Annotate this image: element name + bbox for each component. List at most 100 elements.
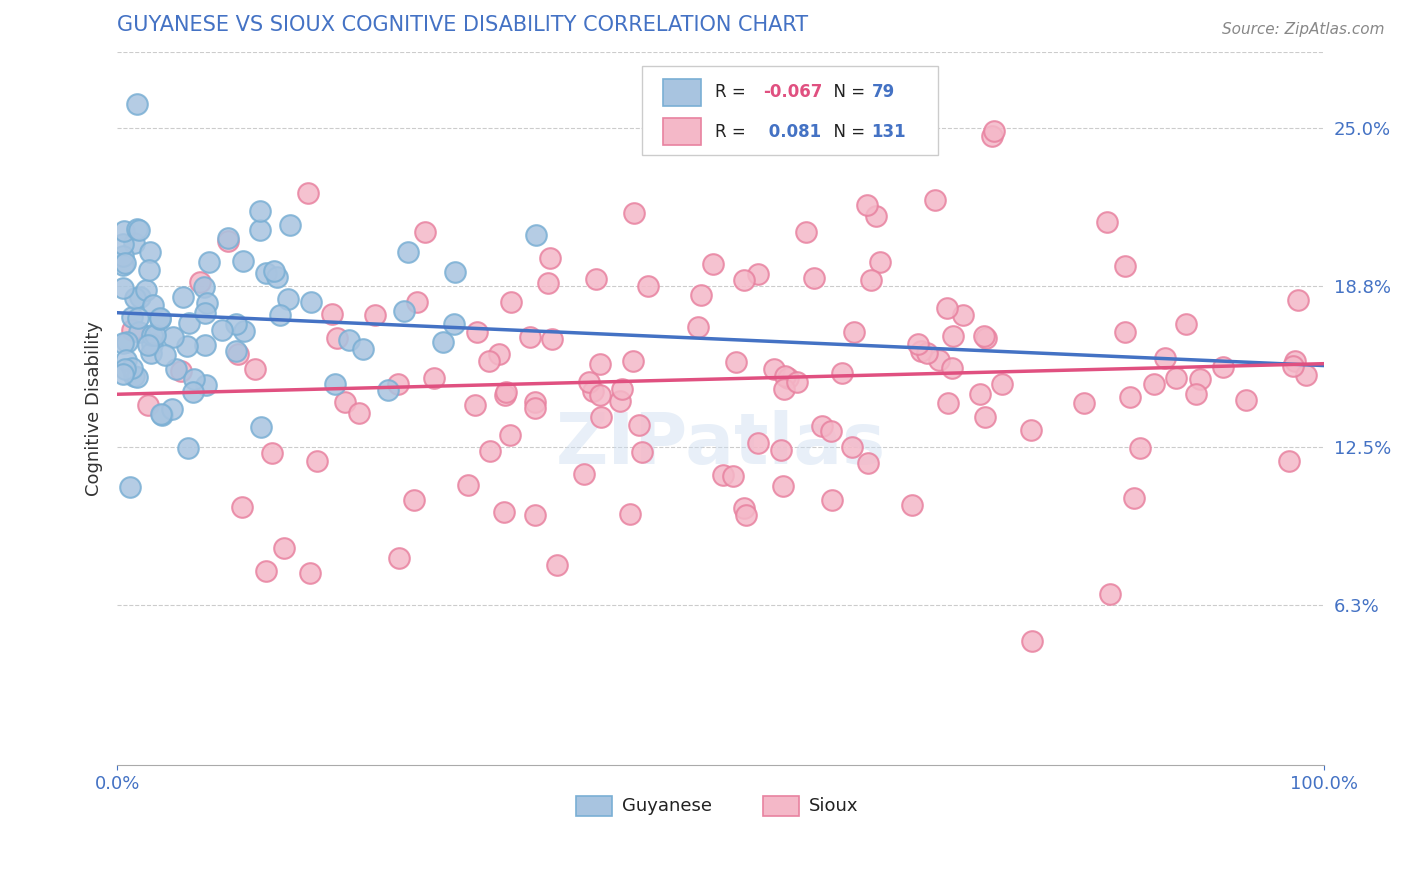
Point xyxy=(135,283,157,297)
Point xyxy=(172,290,194,304)
Point xyxy=(443,317,465,331)
Point xyxy=(537,276,560,290)
Point xyxy=(541,332,564,346)
Point xyxy=(194,306,217,320)
Point xyxy=(299,566,322,580)
Point xyxy=(1174,317,1197,331)
Point xyxy=(269,309,291,323)
Point xyxy=(112,258,135,272)
Point xyxy=(394,303,416,318)
Point xyxy=(735,508,758,523)
Point xyxy=(139,345,162,359)
Point xyxy=(121,310,143,324)
Point xyxy=(856,198,879,212)
Point xyxy=(225,318,247,332)
Point xyxy=(772,383,794,397)
Point xyxy=(721,469,744,483)
Point xyxy=(924,193,946,207)
Point xyxy=(1166,371,1188,385)
Point xyxy=(136,338,159,352)
Point xyxy=(524,401,547,415)
Point xyxy=(266,270,288,285)
Point xyxy=(118,480,141,494)
FancyBboxPatch shape xyxy=(576,797,612,816)
Point xyxy=(941,360,963,375)
Point xyxy=(1119,390,1142,404)
Point xyxy=(631,445,654,459)
Point xyxy=(194,338,217,352)
Point xyxy=(121,323,143,337)
Point xyxy=(1073,396,1095,410)
Point xyxy=(176,339,198,353)
Point xyxy=(347,406,370,420)
Point xyxy=(406,294,429,309)
Point xyxy=(143,328,166,343)
Point xyxy=(377,383,399,397)
Point xyxy=(115,353,138,368)
Point xyxy=(387,376,409,391)
Point xyxy=(112,336,135,351)
Point xyxy=(149,311,172,326)
Point xyxy=(165,362,187,376)
Point xyxy=(194,378,217,392)
Point xyxy=(841,441,863,455)
Point xyxy=(499,427,522,442)
Point xyxy=(747,436,769,450)
Point xyxy=(177,316,200,330)
FancyBboxPatch shape xyxy=(662,118,702,145)
Point xyxy=(980,129,1002,144)
Point xyxy=(1295,368,1317,382)
Point xyxy=(278,218,301,232)
Point xyxy=(974,330,997,344)
Text: Source: ZipAtlas.com: Source: ZipAtlas.com xyxy=(1222,22,1385,37)
Point xyxy=(112,368,135,382)
Point xyxy=(538,251,561,265)
Point xyxy=(1188,372,1211,386)
Point xyxy=(115,334,138,349)
Text: N =: N = xyxy=(823,84,870,102)
Point xyxy=(277,292,299,306)
Point xyxy=(637,279,659,293)
Point xyxy=(585,272,607,286)
Point xyxy=(523,395,546,409)
Point xyxy=(121,360,143,375)
Point xyxy=(478,443,501,458)
Point xyxy=(225,344,247,359)
Point xyxy=(404,493,426,508)
Text: R =: R = xyxy=(714,123,751,141)
Point xyxy=(900,498,922,512)
Point xyxy=(250,419,273,434)
Point xyxy=(582,384,605,398)
Point xyxy=(364,308,387,322)
Point xyxy=(501,295,523,310)
Point xyxy=(197,296,219,310)
Point xyxy=(725,355,748,369)
Point xyxy=(183,372,205,386)
Point xyxy=(299,294,322,309)
Point xyxy=(1122,491,1144,505)
Point xyxy=(307,453,329,467)
Text: Guyanese: Guyanese xyxy=(621,797,711,815)
Point xyxy=(122,236,145,251)
Point xyxy=(907,337,929,351)
Point xyxy=(197,254,219,268)
FancyBboxPatch shape xyxy=(763,797,799,816)
Text: GUYANESE VS SIOUX COGNITIVE DISABILITY CORRELATION CHART: GUYANESE VS SIOUX COGNITIVE DISABILITY C… xyxy=(117,15,808,35)
Point xyxy=(711,468,734,483)
Point xyxy=(465,325,488,339)
Point xyxy=(524,228,547,243)
Y-axis label: Cognitive Disability: Cognitive Disability xyxy=(86,321,103,496)
Point xyxy=(1021,634,1043,648)
Point xyxy=(973,328,995,343)
Point xyxy=(612,382,634,396)
Point xyxy=(323,377,346,392)
Point xyxy=(689,287,711,301)
Point xyxy=(337,333,360,347)
Point xyxy=(125,96,148,111)
Point xyxy=(733,273,755,287)
Point xyxy=(973,410,995,425)
Point xyxy=(803,270,825,285)
Point xyxy=(869,254,891,268)
Point xyxy=(627,418,650,433)
Text: 0.081: 0.081 xyxy=(763,123,821,141)
